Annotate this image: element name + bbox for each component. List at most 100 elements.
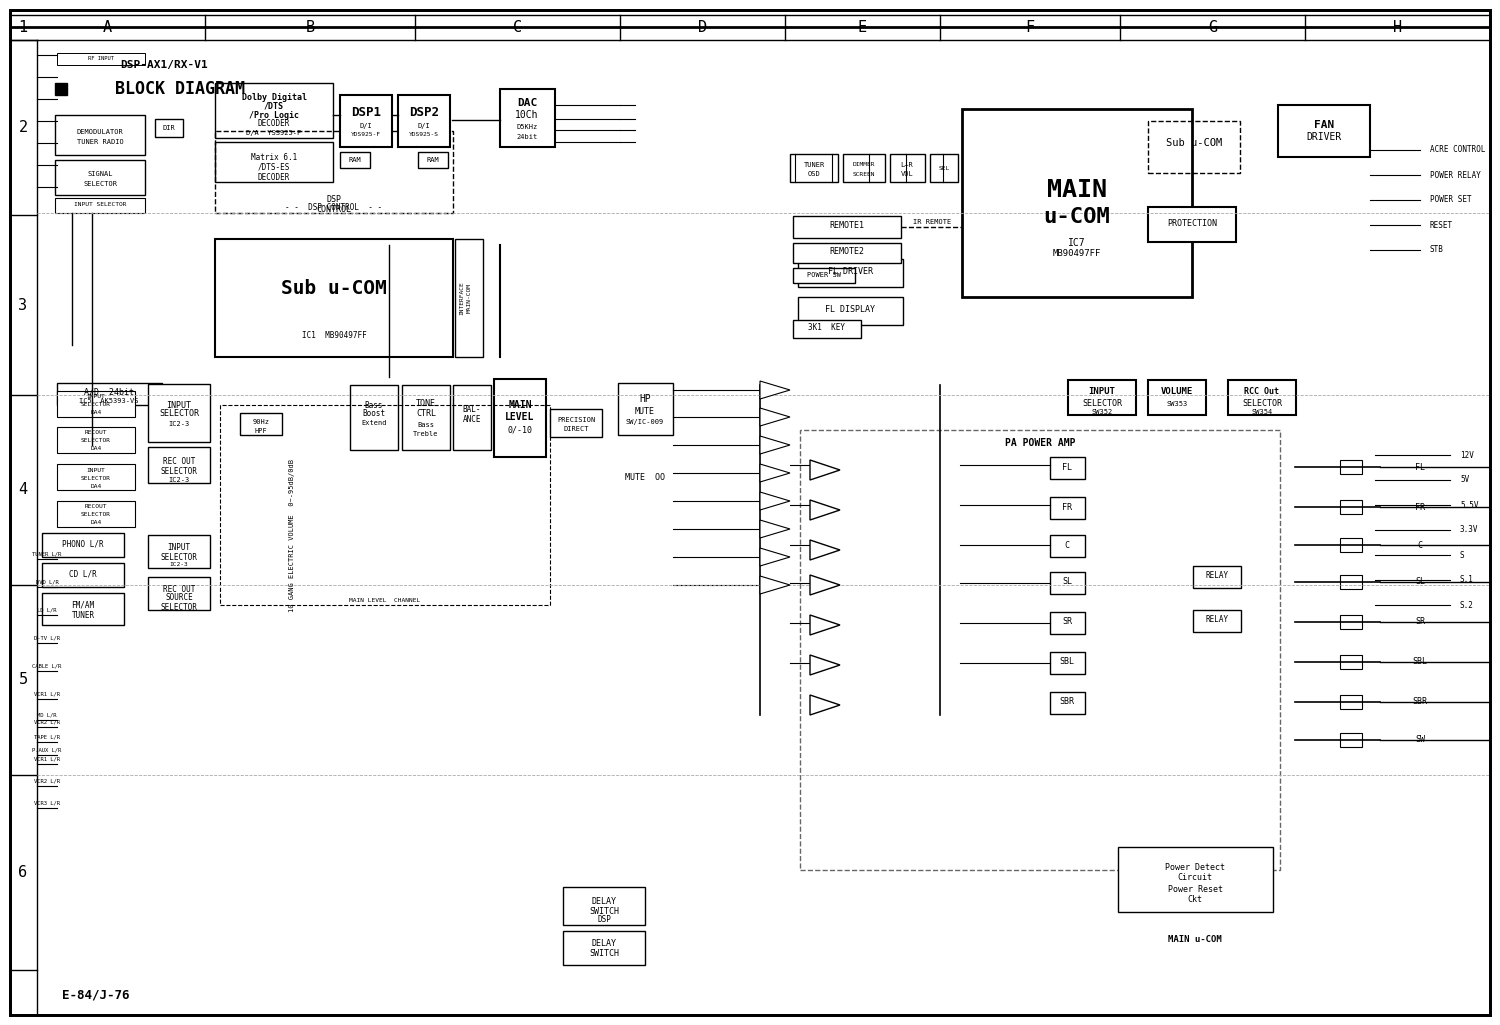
Bar xyxy=(1050,612,1084,634)
Text: POWER SET: POWER SET xyxy=(1430,196,1472,205)
Bar xyxy=(794,320,861,338)
Text: DVD L/R: DVD L/R xyxy=(36,579,58,584)
Bar xyxy=(42,593,125,625)
Text: REC OUT: REC OUT xyxy=(164,584,195,593)
Text: 5V: 5V xyxy=(1460,476,1468,485)
Bar xyxy=(618,383,674,435)
Bar xyxy=(1340,615,1362,629)
Text: DELAY: DELAY xyxy=(591,939,616,947)
Text: H: H xyxy=(1394,20,1402,36)
Text: CD L/R: CD L/R xyxy=(69,570,98,578)
Text: TUNER: TUNER xyxy=(804,162,825,168)
Text: INPUT: INPUT xyxy=(87,395,105,400)
Text: VCR1 L/R: VCR1 L/R xyxy=(34,756,60,762)
Bar xyxy=(1148,121,1240,173)
Text: Matrix 6.1: Matrix 6.1 xyxy=(251,153,297,162)
Text: Boost: Boost xyxy=(363,410,386,418)
Bar xyxy=(57,464,135,490)
Bar xyxy=(1228,380,1296,415)
Text: B: B xyxy=(306,20,315,36)
Text: TUNER: TUNER xyxy=(72,611,94,619)
Text: 12V: 12V xyxy=(1460,451,1474,459)
Bar xyxy=(1340,575,1362,589)
Polygon shape xyxy=(760,492,790,510)
Bar xyxy=(214,239,453,357)
Text: FM/AM: FM/AM xyxy=(72,601,94,610)
Text: 3K1  KEY: 3K1 KEY xyxy=(808,324,846,332)
Text: LD L/R: LD L/R xyxy=(38,608,57,613)
Bar xyxy=(57,383,162,405)
Text: MAIN: MAIN xyxy=(1047,178,1107,202)
Bar xyxy=(214,83,333,138)
Text: DSP1: DSP1 xyxy=(351,107,381,120)
Text: A/D  24bit: A/D 24bit xyxy=(84,387,134,397)
Text: 0/-10: 0/-10 xyxy=(507,425,532,435)
Bar xyxy=(562,931,645,965)
Text: E: E xyxy=(858,20,867,36)
Text: DA4: DA4 xyxy=(90,484,102,489)
Text: RELAY: RELAY xyxy=(1206,572,1228,580)
Text: C: C xyxy=(1418,540,1422,549)
Text: TUNER L/R: TUNER L/R xyxy=(33,551,62,557)
Text: DIR: DIR xyxy=(162,125,176,131)
Text: INPUT: INPUT xyxy=(87,467,105,473)
Text: SELECTOR: SELECTOR xyxy=(81,403,111,408)
Text: SW354: SW354 xyxy=(1251,409,1272,415)
Text: RECOUT: RECOUT xyxy=(84,430,108,436)
Text: SELECTOR: SELECTOR xyxy=(1242,399,1282,408)
Text: SR: SR xyxy=(1062,617,1072,626)
Text: 3: 3 xyxy=(18,297,27,313)
Bar xyxy=(1050,572,1084,594)
Text: P.AUX L/R: P.AUX L/R xyxy=(33,747,62,752)
Text: D/I: D/I xyxy=(360,123,372,129)
Text: Extend: Extend xyxy=(362,420,387,426)
Bar xyxy=(798,259,903,287)
Bar xyxy=(1340,538,1362,552)
Text: MAIN: MAIN xyxy=(509,400,531,410)
Bar xyxy=(56,198,146,213)
Text: RELAY: RELAY xyxy=(1206,615,1228,624)
Bar xyxy=(1050,535,1084,557)
Text: S: S xyxy=(1460,550,1464,560)
Bar xyxy=(57,53,146,65)
Bar xyxy=(398,95,450,147)
Bar xyxy=(56,115,146,155)
Bar xyxy=(148,384,210,442)
Text: FL DISPLAY: FL DISPLAY xyxy=(825,304,874,314)
Text: 2: 2 xyxy=(18,120,27,135)
Bar xyxy=(1050,457,1084,479)
Text: MD L/R: MD L/R xyxy=(38,712,57,718)
Text: REC OUT: REC OUT xyxy=(164,457,195,466)
Text: 5: 5 xyxy=(18,672,27,688)
Text: VCR2 L/R: VCR2 L/R xyxy=(34,720,60,725)
Bar xyxy=(962,109,1192,297)
Text: CABLE L/R: CABLE L/R xyxy=(33,663,62,668)
Text: LEVEL: LEVEL xyxy=(506,412,534,422)
Text: SELECTOR: SELECTOR xyxy=(160,552,198,562)
Polygon shape xyxy=(760,436,790,454)
Text: L+R: L+R xyxy=(900,162,914,168)
Text: REMOTE2: REMOTE2 xyxy=(830,247,864,256)
Text: TAPE L/R: TAPE L/R xyxy=(34,735,60,739)
Text: SW/IC-009: SW/IC-009 xyxy=(626,419,664,425)
Bar xyxy=(57,391,135,417)
Bar xyxy=(148,447,210,483)
Text: D/I: D/I xyxy=(417,123,430,129)
Text: HP: HP xyxy=(639,394,651,404)
Text: - -  DSP CONTROL  - -: - - DSP CONTROL - - xyxy=(285,203,382,211)
Bar xyxy=(56,160,146,195)
Text: DRIVER: DRIVER xyxy=(1306,132,1341,142)
Text: OSD: OSD xyxy=(807,171,820,177)
Text: REMOTE1: REMOTE1 xyxy=(830,221,864,231)
Bar xyxy=(494,379,546,457)
Text: INPUT: INPUT xyxy=(166,401,192,410)
Text: SW352: SW352 xyxy=(1092,409,1113,415)
Text: SELECTOR: SELECTOR xyxy=(160,603,198,612)
Text: SEL: SEL xyxy=(939,165,950,170)
Text: Power Detect: Power Detect xyxy=(1166,862,1226,871)
Text: TUNER RADIO: TUNER RADIO xyxy=(76,139,123,145)
Text: FAN: FAN xyxy=(1314,120,1334,130)
Bar xyxy=(1050,497,1084,519)
Text: ACRE CONTROL: ACRE CONTROL xyxy=(1430,146,1485,155)
Text: YDS925-S: YDS925-S xyxy=(410,132,440,137)
